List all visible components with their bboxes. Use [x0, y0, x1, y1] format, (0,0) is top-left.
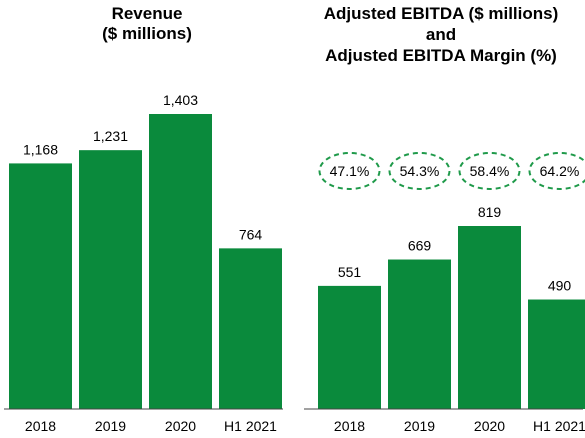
ebitda-tick-label: 2019	[404, 418, 435, 434]
revenue-x-ticks: 2018 2019 2020 H1 2021	[25, 418, 277, 434]
revenue-value-label: 1,403	[163, 92, 198, 108]
revenue-title-line-1: Revenue	[112, 4, 183, 23]
revenue-tick-label: 2018	[25, 418, 56, 434]
ebitda-bar-h1-2021	[528, 299, 585, 409]
ebitda-margin-ovals: 47.1% 54.3% 58.4% 64.2%	[318, 152, 585, 190]
ebitda-tick-label: 2018	[334, 418, 365, 434]
revenue-bars: 1,168 1,231 1,403 764	[9, 92, 282, 410]
ebitda-value-label: 669	[408, 238, 432, 254]
ebitda-bars: 551 669 819 490	[318, 204, 585, 409]
ebitda-bar-2020	[458, 226, 521, 409]
margin-oval	[318, 152, 381, 190]
ebitda-x-ticks: 2018 2019 2020 H1 2021	[334, 418, 585, 434]
revenue-value-label: 1,168	[23, 141, 58, 157]
revenue-bar-2019	[79, 150, 142, 410]
revenue-bar-2020	[149, 114, 212, 409]
revenue-bar-h1-2021	[219, 248, 282, 409]
ebitda-value-label: 551	[338, 264, 362, 280]
ebitda-chart: Adjusted EBITDA ($ millions) and Adjuste…	[304, 4, 585, 434]
revenue-tick-label: H1 2021	[224, 418, 277, 434]
margin-label: 58.4%	[470, 163, 510, 179]
ebitda-bar-2018	[318, 285, 381, 409]
margin-label: 64.2%	[540, 163, 580, 179]
revenue-chart: Revenue ($ millions) 1,1681,2311,403764 …	[4, 4, 283, 434]
revenue-value-label: 764	[239, 226, 263, 242]
revenue-tick-label: 2020	[165, 418, 196, 434]
margin-label: 54.3%	[400, 163, 440, 179]
revenue-value-label: 1,231	[93, 128, 128, 144]
margin-label: 47.1%	[330, 163, 370, 179]
ebitda-value-label: 819	[478, 204, 502, 220]
ebitda-value-label: 490	[548, 278, 572, 294]
revenue-title-line-2: ($ millions)	[102, 24, 192, 43]
ebitda-bar-2019	[388, 259, 451, 409]
ebitda-title-line-3: Adjusted EBITDA Margin (%)	[325, 46, 557, 65]
margin-oval	[528, 152, 585, 190]
ebitda-tick-label: 2020	[474, 418, 505, 434]
margin-oval	[388, 152, 451, 190]
revenue-bar-2018	[9, 163, 72, 409]
revenue-tick-label: 2019	[95, 418, 126, 434]
ebitda-tick-label: H1 2021	[533, 418, 585, 434]
ebitda-title-line-1: Adjusted EBITDA ($ millions)	[324, 4, 559, 23]
ebitda-title-line-2: and	[426, 25, 456, 44]
margin-oval	[458, 152, 521, 190]
